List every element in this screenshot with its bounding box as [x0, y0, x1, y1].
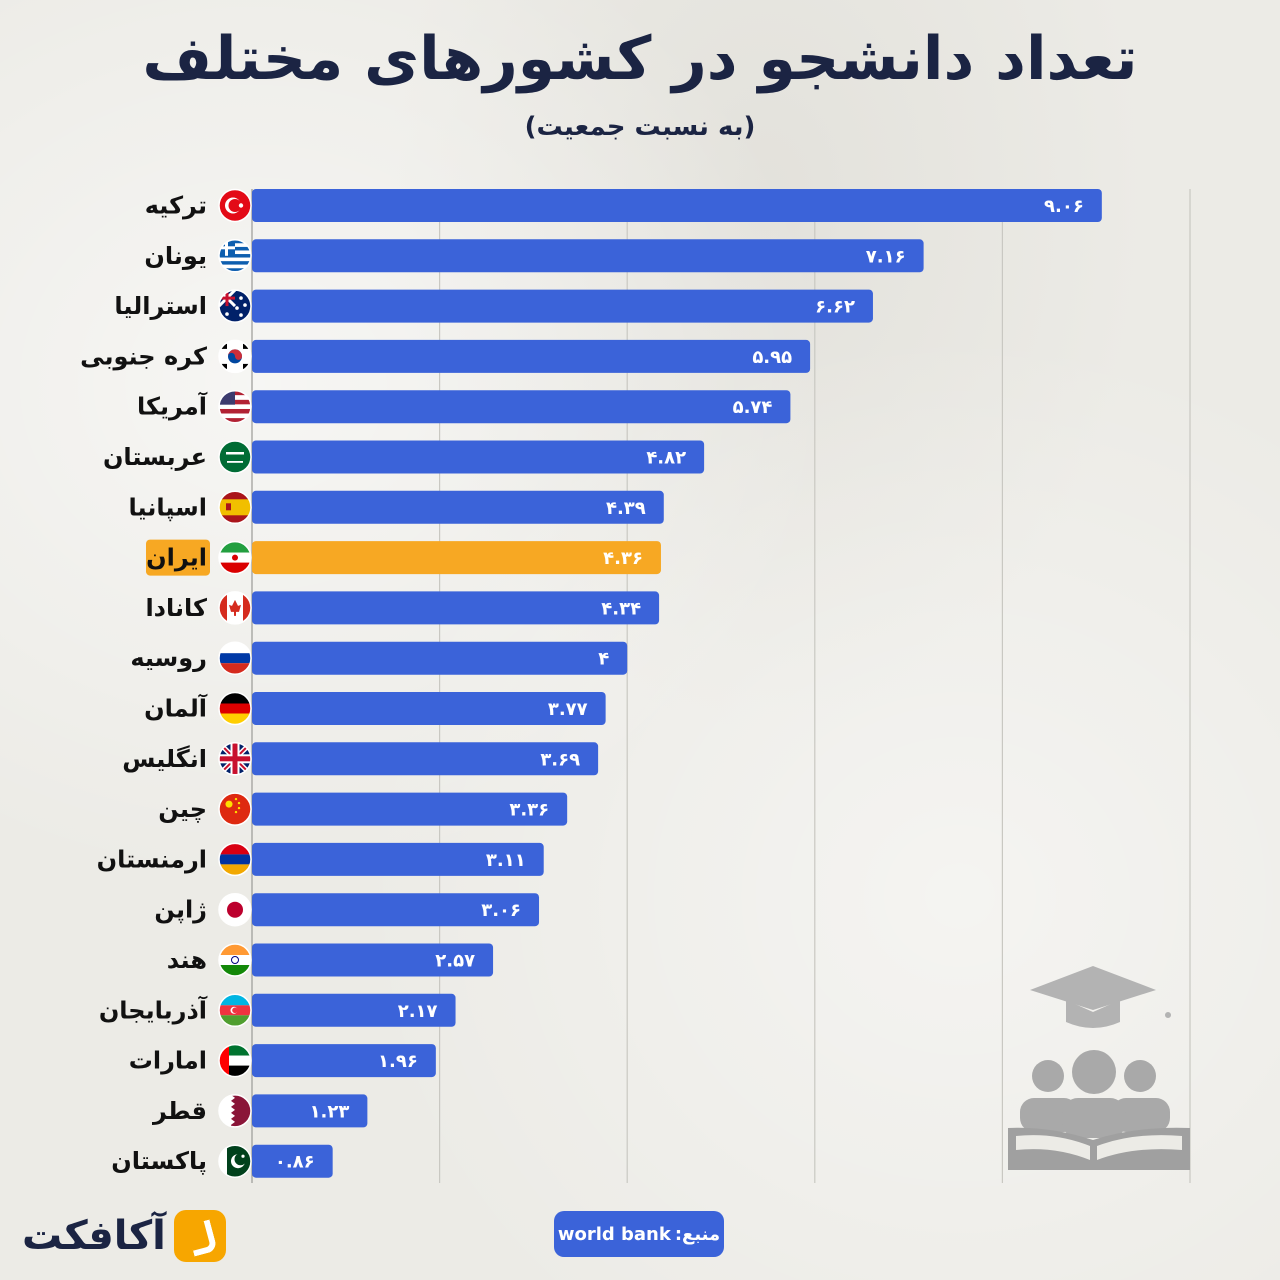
source-name: world bank: [557, 1223, 671, 1245]
russia-flag: [218, 641, 252, 675]
highlight-label-bg: [146, 539, 210, 576]
brand-logo: آکافکت: [22, 1206, 226, 1266]
bar-value-label: ۴.۸۲: [646, 448, 686, 469]
greece-flag: [218, 239, 252, 273]
bar-azerbaijan: [252, 993, 456, 1027]
category-label: ترکیه: [145, 192, 207, 220]
brand-logo-text: آکافکت: [22, 1213, 166, 1259]
bar-value-label: ۱.۹۶: [378, 1051, 418, 1072]
bar-value-label: ۴: [598, 649, 609, 670]
bar-value-label: ۲.۱۷: [398, 1001, 438, 1022]
category-label: چین: [158, 795, 207, 823]
bar-value-label: ۴.۳۹: [606, 498, 646, 519]
brand-mark-icon: [173, 1210, 226, 1262]
bar-value-label: ۴.۳۴: [601, 598, 641, 619]
source-label: منبع:: [674, 1223, 721, 1245]
uk-flag: [218, 742, 252, 776]
bar-uae: [252, 1044, 436, 1078]
bar-saudi-arabia: [252, 440, 705, 474]
bar-armenia: [252, 842, 544, 876]
category-label: انگلیس: [122, 745, 207, 773]
bar-value-label: ۳.۱۱: [486, 850, 526, 871]
canada-flag: [218, 591, 252, 625]
bar-south-korea: [252, 339, 811, 373]
japan-flag: [218, 892, 252, 927]
chart-category-labels: ترکیه یونان استرالیا کره جنوبی آمریکا عربستان…: [80, 192, 210, 1175]
category-label: ایران: [146, 544, 207, 572]
armenia-flag: [218, 842, 252, 877]
category-label: آمریکا: [137, 392, 208, 421]
bar-value-label: ۳.۶۹: [540, 749, 580, 770]
bar-value-label: ۱.۲۳: [310, 1101, 350, 1122]
bar-pakistan: [252, 1144, 333, 1178]
bar-iran: [252, 541, 661, 575]
usa-flag: [218, 389, 252, 424]
bar-australia: [252, 289, 873, 323]
bar-spain: [252, 490, 664, 524]
category-label: پاکستان: [111, 1147, 207, 1175]
category-label: قطر: [152, 1097, 207, 1125]
bar-value-label: ۹.۰۶: [1044, 196, 1084, 217]
category-label: کانادا: [145, 594, 207, 622]
bar-value-label: ۵.۹۵: [752, 347, 792, 368]
bar-germany: [252, 692, 606, 725]
bar-canada: [252, 591, 660, 625]
iran-flag: [218, 540, 252, 575]
pakistan-flag: [218, 1144, 252, 1178]
page-subtitle: (به نسبت جمعیت): [524, 112, 756, 142]
category-label: روسیه: [130, 644, 207, 672]
source-badge: منبع: world bank: [554, 1211, 724, 1257]
chart-flags: [218, 188, 252, 1178]
bar-value-label: ۷.۱۶: [866, 246, 906, 267]
australia-flag: [218, 289, 252, 323]
turkey-flag: [218, 188, 252, 223]
bar-greece: [252, 239, 924, 273]
bar-value-label: ۵.۷۴: [733, 397, 773, 418]
bar-value-label: ۳.۰۶: [481, 900, 521, 921]
qatar-flag: [218, 1094, 252, 1128]
category-label: عربستان: [103, 443, 207, 471]
category-label: ژاپن: [154, 896, 207, 924]
china-flag: [218, 792, 252, 826]
category-label: استرالیا: [114, 292, 207, 320]
bar-value-label: ۴.۳۶: [603, 548, 643, 569]
bar-value-label: ۳.۳۶: [509, 800, 549, 821]
category-label: آذربایجان: [99, 995, 208, 1024]
bar-value-label: ۳.۷۷: [548, 699, 588, 720]
india-flag: [218, 943, 252, 977]
bar-qatar: [252, 1094, 368, 1128]
bar-china: [252, 792, 568, 826]
germany-flag: [218, 691, 252, 726]
spain-flag: [218, 490, 252, 525]
bar-value-label: ۶.۶۲: [815, 297, 855, 318]
azerbaijan-flag: [218, 993, 252, 1028]
category-label: اسپانیا: [129, 493, 207, 521]
bar-usa: [252, 390, 791, 424]
saudi-arabia-flag: [218, 440, 252, 474]
category-label: کره جنوبی: [80, 342, 207, 370]
category-label: هند: [167, 946, 207, 974]
category-label: یونان: [144, 242, 207, 270]
graduation-students-reading-icon: [1008, 966, 1190, 1170]
bar-uk: [252, 742, 599, 776]
category-label: ارمنستان: [97, 845, 207, 873]
bar-turkey: [252, 189, 1102, 222]
bar-india: [252, 943, 494, 977]
category-label: آلمان: [144, 694, 208, 723]
chart-bars: ۹.۰۶ ۷.۱۶ ۶.۶۲ ۵.۹۵ ۵.۷۴ ۴.۸۲ ۴.۳۹ ۴.۳۶ ۴.۳۴ ۴ ۳.۷…: [252, 189, 1102, 1178]
page-title: تعداد دانشجو در کشورهای مختلف: [142, 24, 1138, 94]
bar-japan: [252, 893, 540, 927]
category-label: امارات: [129, 1047, 207, 1075]
south-korea-flag: [218, 339, 252, 374]
bar-russia: [252, 641, 628, 675]
bar-value-label: ۲.۵۷: [435, 951, 475, 972]
uae-flag: [218, 1043, 252, 1078]
chart-grid: [251, 189, 1191, 1183]
bar-value-label: ۰.۸۶: [275, 1152, 315, 1173]
